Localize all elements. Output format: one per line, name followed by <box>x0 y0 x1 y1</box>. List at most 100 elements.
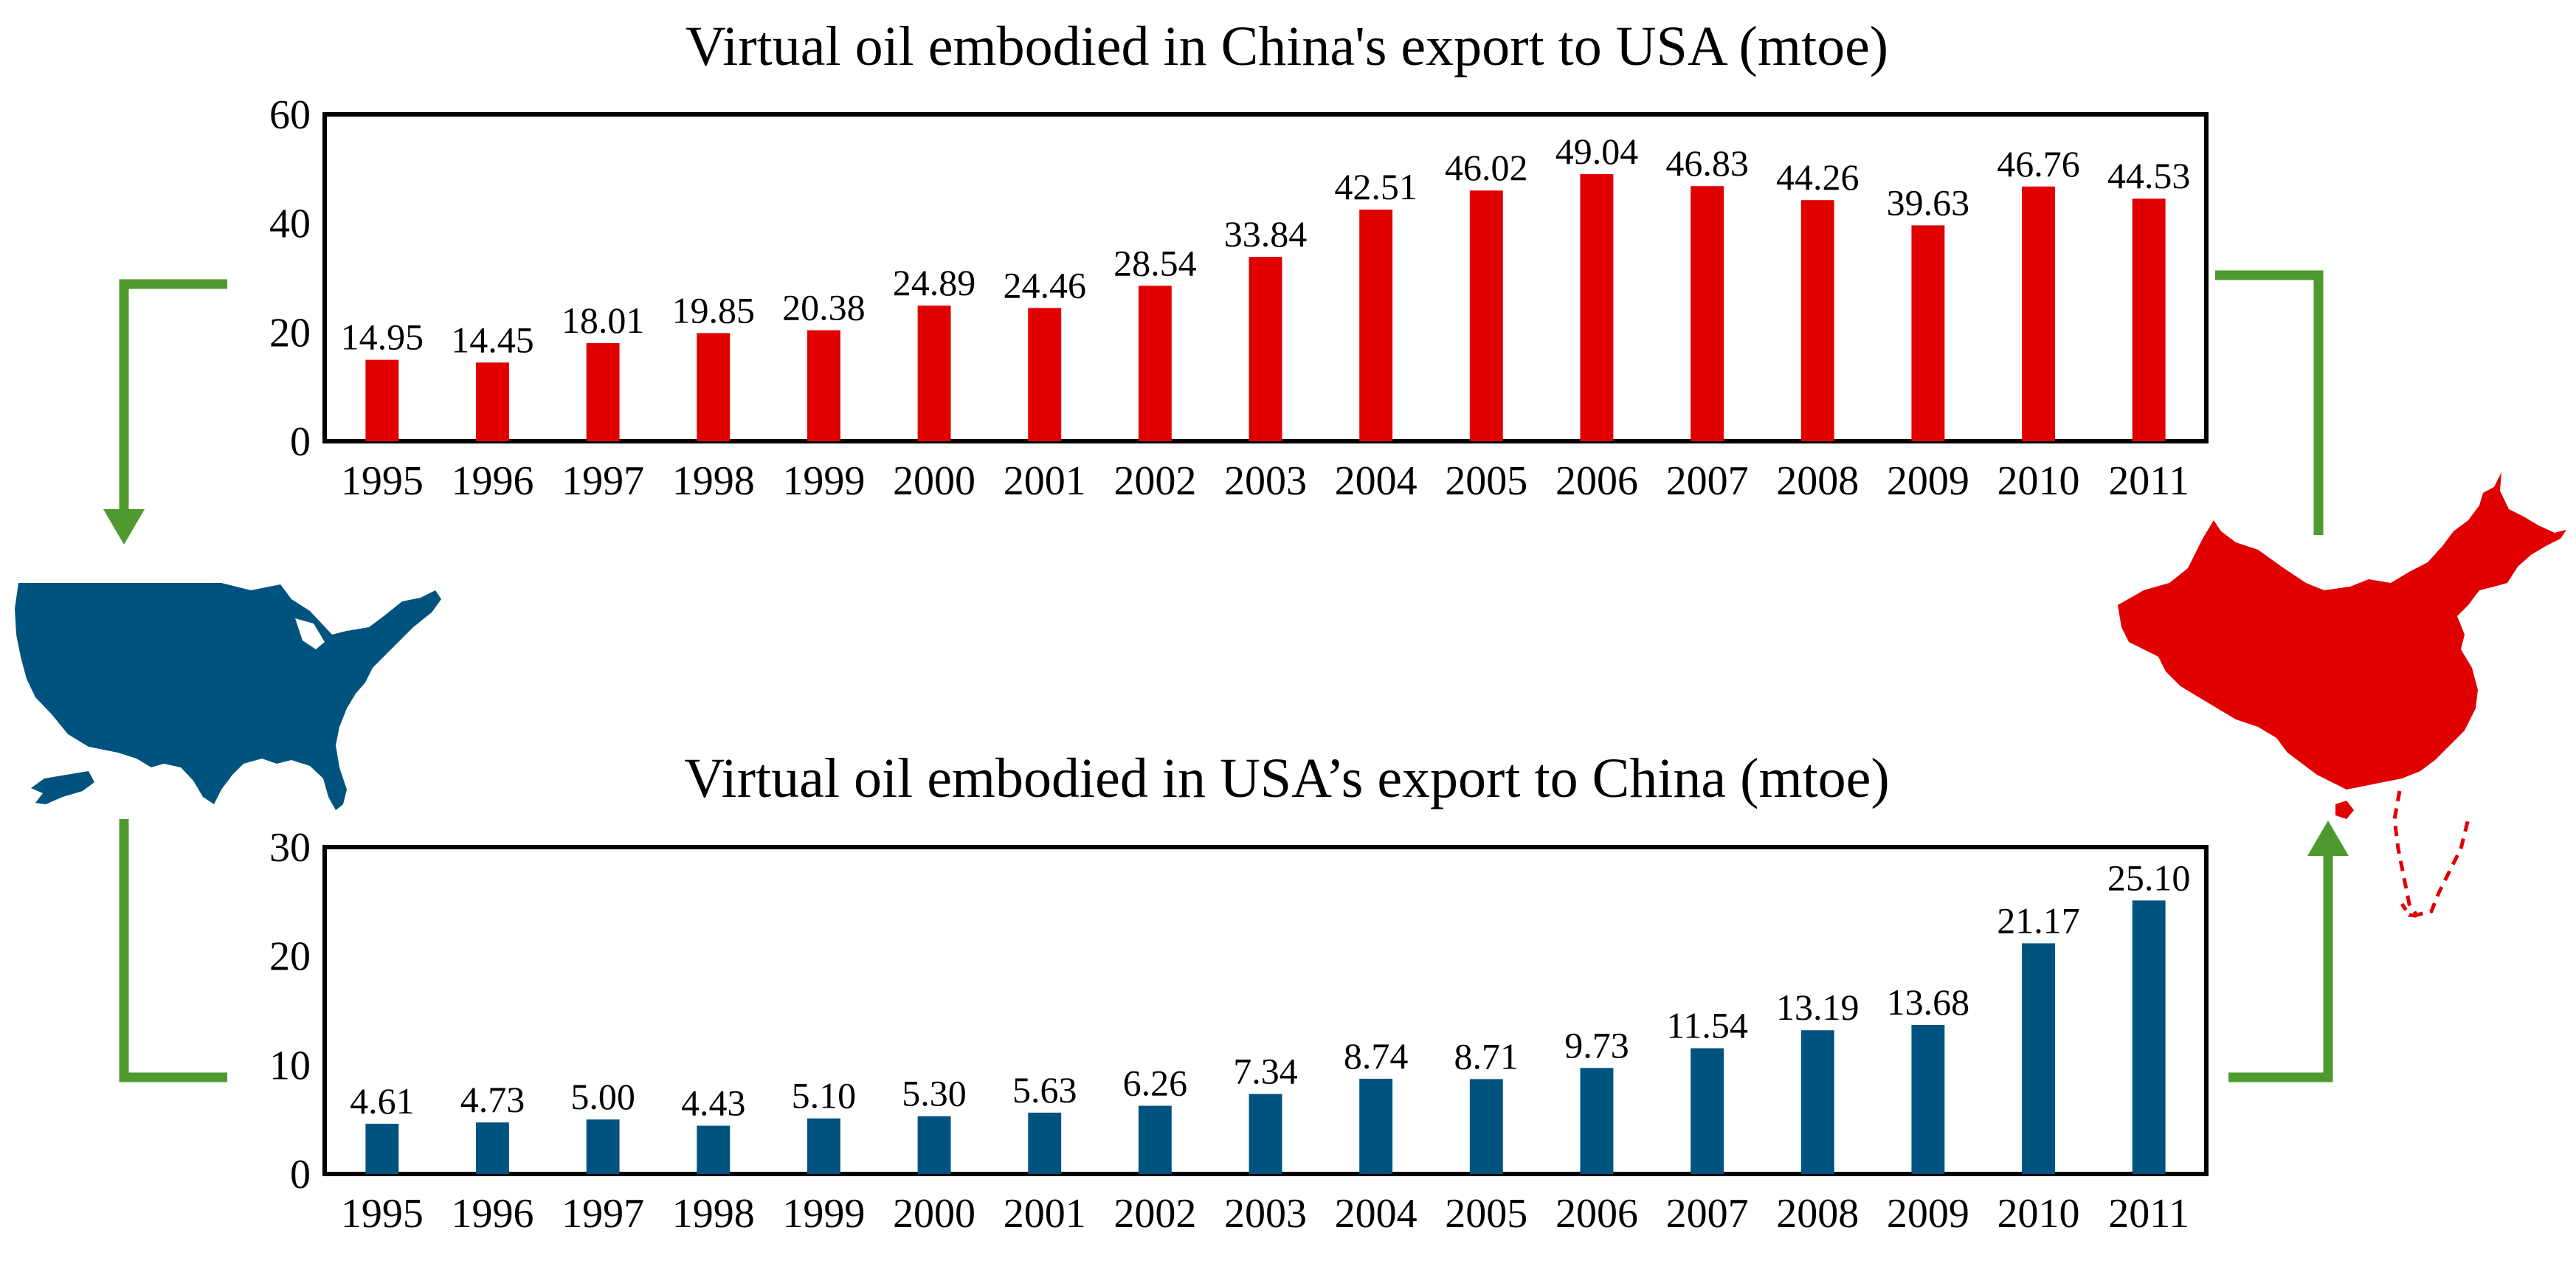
usa-export-bar-2008 <box>1800 1030 1834 1174</box>
usa-export-data-label: 4.73 <box>460 1079 525 1120</box>
china-export-ytick-label: 0 <box>290 419 311 465</box>
usa-export-bar-2010 <box>2022 943 2055 1174</box>
usa-export-bar-1996 <box>476 1122 509 1174</box>
china-export-xtick-label: 2004 <box>1335 458 1418 504</box>
china-export-bar-2011 <box>2132 198 2166 441</box>
china-export-bar-2006 <box>1580 173 1614 441</box>
china-export-bar-2009 <box>1911 225 1945 441</box>
usa-export-xtick-label: 2006 <box>1555 1191 1638 1237</box>
china-export-xtick-label: 2008 <box>1776 458 1859 504</box>
flow-arrows <box>103 270 2349 1082</box>
usa-export-data-label: 11.54 <box>1666 1005 1748 1046</box>
usa-map-icon <box>15 583 441 810</box>
bottom-chart-title: Virtual oil embodied in USA’s export to … <box>684 747 1889 809</box>
usa-export-bar-1999 <box>807 1118 840 1174</box>
usa-export-ytick-label: 30 <box>269 825 311 871</box>
usa-export-data-label: 5.10 <box>792 1075 857 1116</box>
china-export-xtick-label: 1998 <box>672 458 755 504</box>
usa-export-data-label: 4.43 <box>681 1082 746 1124</box>
china-export-bar-2005 <box>1469 190 1503 441</box>
china-export-bar-2008 <box>1800 200 1834 441</box>
china-export-bar-2003 <box>1249 257 1282 441</box>
china-export-bar-2002 <box>1138 286 1172 441</box>
usa-export-data-label: 13.19 <box>1776 987 1860 1028</box>
usa-export-data-label: 21.17 <box>1997 899 2080 941</box>
china-export-xtick-label: 2006 <box>1555 458 1638 504</box>
china-export-data-label: 14.45 <box>451 319 534 360</box>
usa-export-xtick-label: 2000 <box>893 1191 976 1237</box>
usa-export-xtick-label: 1999 <box>782 1191 865 1237</box>
china-export-data-label: 28.54 <box>1113 242 1197 283</box>
arrow-top-left-line <box>119 279 227 517</box>
usa-export-ytick-label: 20 <box>269 934 311 980</box>
china-export-bar-2004 <box>1359 210 1393 441</box>
usa-export-data-label: 5.00 <box>570 1076 635 1117</box>
usa-export-bar-2002 <box>1138 1105 1172 1174</box>
arrow-top-right-line <box>2215 270 2324 535</box>
china-export-bar-2010 <box>2022 186 2055 441</box>
usa-export-bar-2005 <box>1469 1079 1503 1174</box>
china-export-bar-1996 <box>476 362 509 441</box>
usa-export-bar-2001 <box>1028 1112 1062 1174</box>
china-export-xtick-label: 2000 <box>893 458 976 504</box>
usa-export-data-label: 7.34 <box>1233 1051 1298 1092</box>
arrow-bottom-left-line <box>119 819 227 1082</box>
china-export-data-label: 39.63 <box>1887 182 1970 223</box>
usa-export-data-label: 5.30 <box>902 1073 967 1114</box>
china-export-xtick-label: 1995 <box>341 458 424 504</box>
top-chart-title: Virtual oil embodied in China's export t… <box>686 15 1888 77</box>
usa-export-data-label: 9.73 <box>1564 1024 1629 1066</box>
china-export-data-label: 42.51 <box>1334 166 1418 207</box>
china-export-ytick-label: 60 <box>269 92 311 138</box>
china-export-data-label: 44.26 <box>1776 156 1860 198</box>
top-chart: 0 20 40 60 14.95 1995 14.45 1996 18.01 1997 19.85 1… <box>269 92 2190 504</box>
china-export-bar-2007 <box>1691 186 1724 441</box>
usa-export-data-label: 13.68 <box>1887 981 1970 1023</box>
china-export-data-label: 49.04 <box>1555 131 1639 172</box>
usa-export-xtick-label: 2009 <box>1887 1191 1969 1237</box>
usa-export-ytick-label: 0 <box>290 1152 311 1198</box>
bottom-chart: 0 10 20 30 4.61 1995 4.73 1996 5.00 1997 4.43 1998 5… <box>269 825 2190 1237</box>
china-export-xtick-label: 2010 <box>1997 458 2080 504</box>
china-export-data-label: 44.53 <box>2107 155 2191 196</box>
usa-export-bar-1997 <box>586 1119 620 1174</box>
usa-export-bar-2004 <box>1359 1078 1393 1174</box>
usa-export-xtick-label: 2005 <box>1445 1191 1527 1237</box>
usa-export-data-label: 8.71 <box>1454 1035 1519 1077</box>
china-export-xtick-label: 2002 <box>1113 458 1196 504</box>
usa-export-xtick-label: 1996 <box>451 1191 533 1237</box>
china-export-xtick-label: 2007 <box>1666 458 1749 504</box>
usa-export-xtick-label: 2004 <box>1335 1191 1418 1237</box>
usa-export-data-label: 5.63 <box>1012 1069 1077 1111</box>
usa-export-xtick-label: 1997 <box>562 1191 644 1237</box>
usa-export-bar-2009 <box>1911 1024 1945 1174</box>
china-export-xtick-label: 1997 <box>562 458 644 504</box>
china-export-data-label: 18.01 <box>562 300 645 341</box>
china-export-bar-2000 <box>917 305 951 441</box>
usa-export-bar-1995 <box>365 1123 399 1174</box>
usa-export-bar-2006 <box>1580 1068 1614 1174</box>
usa-export-bar-2003 <box>1249 1094 1282 1174</box>
usa-export-xtick-label: 2008 <box>1776 1191 1859 1237</box>
usa-export-ytick-label: 10 <box>269 1043 311 1088</box>
china-export-bar-1995 <box>365 359 399 441</box>
arrow-down-head <box>103 509 145 545</box>
china-export-data-label: 46.76 <box>1997 143 2080 184</box>
china-export-data-label: 24.89 <box>893 262 976 303</box>
china-export-data-label: 24.46 <box>1003 264 1086 305</box>
usa-export-xtick-label: 2007 <box>1666 1191 1749 1237</box>
china-export-bar-1999 <box>807 330 840 441</box>
usa-export-data-label: 25.10 <box>2107 857 2191 898</box>
china-export-bar-1997 <box>586 343 620 441</box>
usa-export-xtick-label: 2001 <box>1004 1191 1086 1237</box>
usa-export-xtick-label: 1995 <box>341 1191 424 1237</box>
china-export-bar-1998 <box>697 333 731 441</box>
usa-export-xtick-label: 1998 <box>672 1191 755 1237</box>
china-export-xtick-label: 2005 <box>1445 458 1527 504</box>
china-map-icon <box>2118 472 2566 919</box>
china-export-bar-2001 <box>1028 308 1062 441</box>
usa-export-xtick-label: 2002 <box>1113 1191 1196 1237</box>
china-export-ytick-label: 40 <box>269 201 311 247</box>
china-export-xtick-label: 2009 <box>1887 458 1969 504</box>
